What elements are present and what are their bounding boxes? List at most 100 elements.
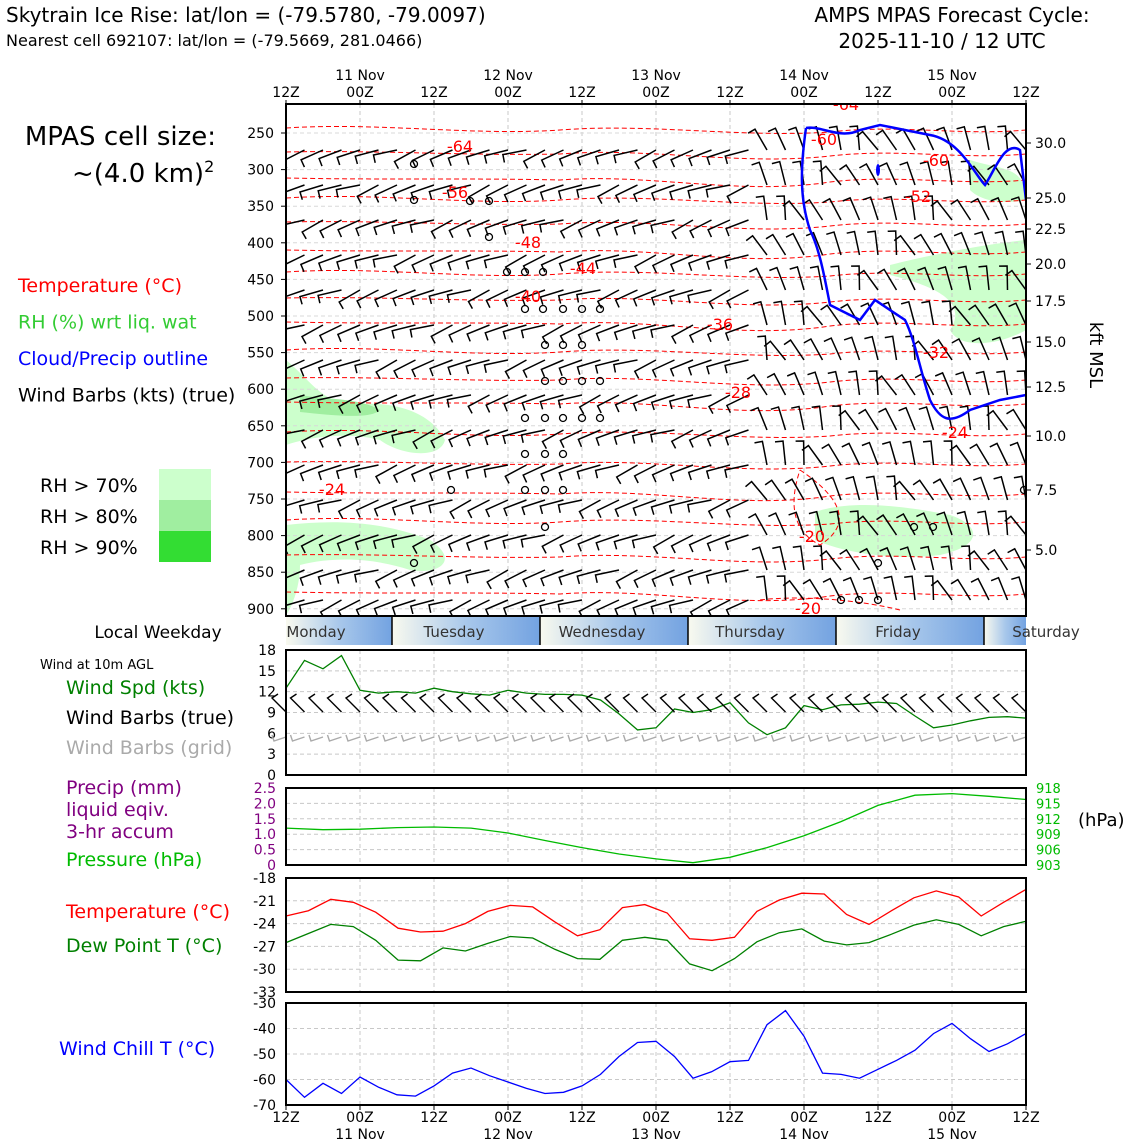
wind-barb [650, 324, 675, 338]
temperature-contour [286, 554, 1026, 563]
wind-barb [633, 464, 657, 484]
wind-barb [842, 196, 861, 221]
wind-barb [748, 512, 768, 536]
cloud-marker [520, 267, 530, 277]
wind-barb [337, 219, 361, 238]
wind-barb [881, 440, 898, 466]
wind-barb-true [714, 693, 731, 713]
wind-barb-true [400, 693, 416, 713]
wind-barb-grid [345, 734, 361, 742]
contour-label: -40 [515, 287, 541, 306]
wind-barb [936, 511, 953, 536]
wind-barb [912, 479, 935, 501]
cloud-outline-path [805, 123, 1026, 201]
wind-barb [802, 578, 824, 601]
cloud-marker [540, 376, 550, 386]
cloud-marker [577, 376, 587, 386]
wind-barb [286, 569, 305, 587]
cloud-marker [909, 522, 919, 532]
wind-barb [484, 324, 509, 341]
rh-legend-label: RH > 90% [40, 537, 138, 559]
top-tick-label: 00Z [938, 85, 965, 101]
weekday-label: Local Weekday [94, 623, 221, 643]
wind-barb [483, 254, 509, 269]
wind-barb [989, 442, 1009, 466]
wind-barb [409, 499, 435, 515]
wind-barb [356, 289, 379, 309]
wind-barb [776, 575, 787, 601]
wind-barb [614, 394, 638, 413]
wind-barb [860, 302, 879, 326]
wind-barb [884, 335, 898, 361]
wind-barb [429, 359, 453, 377]
wind-barb-grid [937, 734, 953, 742]
wind-barb [596, 599, 620, 616]
wind-barb [785, 232, 805, 256]
wind-barb [970, 197, 990, 221]
panel-ytick-label: -18 [253, 871, 276, 887]
wind-barb [774, 440, 787, 466]
wind-barb [961, 545, 972, 571]
wind-barb [633, 254, 657, 274]
wind-barb [614, 289, 638, 308]
wind-barb [631, 324, 657, 340]
wind-barb [669, 254, 694, 273]
wind-barb [448, 324, 472, 343]
wind-barb [688, 534, 712, 553]
wind-barb-true [455, 693, 472, 713]
wind-barb-true [788, 693, 805, 713]
wind-barb [867, 230, 879, 256]
wind-barb [430, 324, 453, 344]
wind-barb [687, 464, 712, 481]
cloud-marker [577, 340, 587, 350]
pressure-tick-label: 550 [247, 346, 274, 362]
wind-barb [688, 324, 712, 344]
cloud-marker [558, 413, 568, 423]
wind-barb-grid [530, 734, 546, 742]
wind-barb [851, 265, 861, 291]
rh-area [286, 522, 445, 615]
temperature-contour [286, 221, 1026, 230]
wind-barb-true [696, 693, 712, 713]
panel-ytick-label: -33 [253, 985, 276, 1001]
wind-barb [613, 254, 638, 268]
wind-barb [286, 255, 287, 256]
temperature-contour [286, 377, 1026, 386]
pressure-tick-label: 700 [247, 455, 274, 471]
wind-barb [286, 464, 305, 483]
wind-barb [447, 149, 472, 166]
wind-barb [687, 359, 712, 376]
wind-barb [969, 443, 990, 466]
cycle-title: AMPS MPAS Forecast Cycle: [814, 3, 1089, 27]
wind-barb [300, 324, 324, 344]
pressure-tick-label: 750 [247, 492, 274, 508]
wind-barb [375, 359, 398, 380]
wind-barb [504, 359, 527, 379]
wind-barb [996, 370, 1009, 396]
wind-barb [558, 569, 583, 586]
temperature-contour-labels: -64 -64 -60 -56 -52 -48 -44 -40 -36 -32 -28 -24 -24 -… [319, 104, 968, 616]
cloud-marker [577, 304, 587, 314]
panel-ytick-label: -30 [253, 996, 276, 1012]
wind-barb [465, 359, 490, 375]
wind-barb-grid [567, 734, 583, 742]
wind-barb [355, 394, 379, 414]
cloud-outline-path [800, 127, 1026, 420]
wind-barb [428, 184, 453, 200]
temperature-contour [286, 591, 1026, 602]
wind-barb [967, 165, 990, 186]
wind-barb [876, 514, 898, 536]
temperature-contour [286, 517, 1026, 526]
wind-barb [990, 196, 1009, 221]
series-line [285, 919, 1027, 972]
wind-barb [594, 569, 620, 583]
wind-barb [652, 534, 675, 555]
wind-barb [466, 219, 490, 238]
wind-barb [1004, 130, 1026, 151]
top-tick-label: 00Z [790, 85, 817, 101]
wind-barb [859, 162, 879, 186]
wind-barb [539, 289, 564, 305]
wind-barb [997, 510, 1009, 536]
wind-barb [317, 569, 342, 585]
